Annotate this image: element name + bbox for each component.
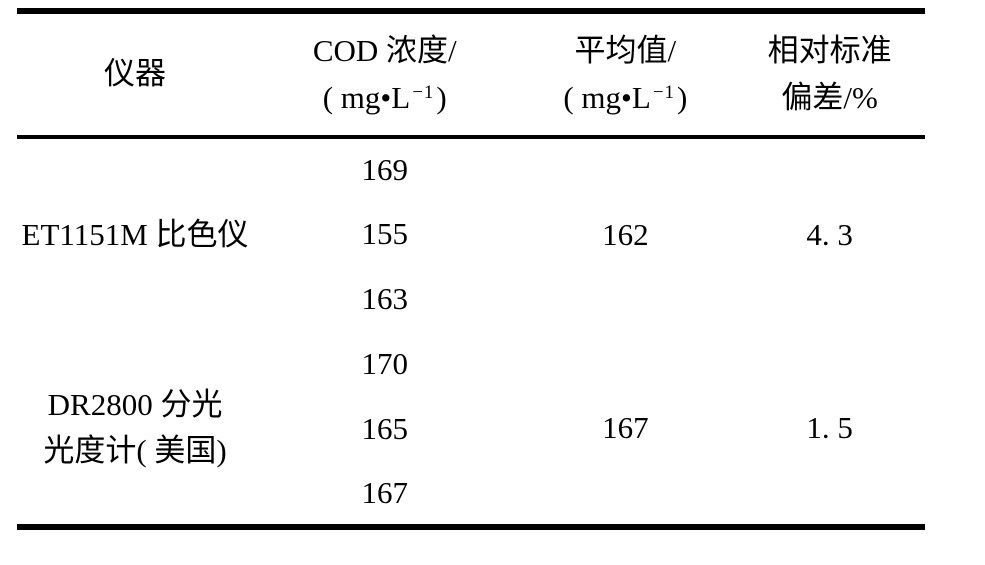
header-cod-unit: ( mg•L −1) <box>253 75 516 122</box>
table-row: 165 <box>17 397 925 462</box>
avg-value-cell: 162 <box>602 217 649 253</box>
header-cod-unit-close: ) <box>436 79 447 115</box>
instrument-cell-et1151m: ET1151M 比色仪 <box>21 217 249 253</box>
header-cod-line1: COD 浓度/ <box>312 33 457 68</box>
cod-value-cell: 170 <box>361 346 408 382</box>
header-avg-unit-open: ( mg•L <box>563 79 651 115</box>
header-row: 仪器 COD 浓度/ ( mg•L −1) 平均值/ ( mg•L −1) 相对标准… <box>17 11 925 137</box>
header-rsd: 相对标准 偏差/% <box>734 11 925 137</box>
header-instrument-label: 仪器 <box>104 56 167 92</box>
table-row: 167 <box>17 462 925 527</box>
header-avg-unit-close: ) <box>677 79 688 115</box>
instrument-cell-dr2800: DR2800 分光 光度计( 美国) <box>43 386 227 469</box>
cod-value-cell: 167 <box>361 474 408 510</box>
table-row: DR2800 分光 光度计( 美国) 170 167 1. 5 <box>17 332 925 468</box>
header-instrument: 仪器 <box>17 11 253 137</box>
rsd-value-cell: 1. 5 <box>806 409 853 445</box>
header-avg-line1: 平均值/ <box>574 33 677 68</box>
rsd-value-cell: 4. 3 <box>806 217 853 253</box>
header-rsd-line1: 相对标准 <box>767 33 892 68</box>
cod-value-cell: 163 <box>361 281 408 317</box>
data-table: 仪器 COD 浓度/ ( mg•L −1) 平均值/ ( mg•L −1) 相对标准… <box>17 8 925 530</box>
cod-value-cell: 165 <box>361 411 408 447</box>
header-rsd-line2: 偏差/% <box>781 79 878 115</box>
cod-value-cell: 155 <box>361 216 408 252</box>
header-avg-unit-sup: −1 <box>652 81 676 103</box>
header-cod-unit-open: ( mg•L <box>322 79 411 115</box>
table-row: ET1151M 比色仪 169 162 4. 3 <box>17 137 925 252</box>
header-cod: COD 浓度/ ( mg•L −1) <box>253 11 516 137</box>
table-row: 163 <box>17 267 925 332</box>
header-cod-unit-sup: −1 <box>412 81 435 103</box>
table-row: 155 <box>17 202 925 267</box>
cod-value-cell: 169 <box>361 152 408 188</box>
header-avg: 平均值/ ( mg•L −1) <box>516 11 734 137</box>
header-avg-unit: ( mg•L −1) <box>516 75 734 122</box>
avg-value-cell: 167 <box>602 409 649 445</box>
